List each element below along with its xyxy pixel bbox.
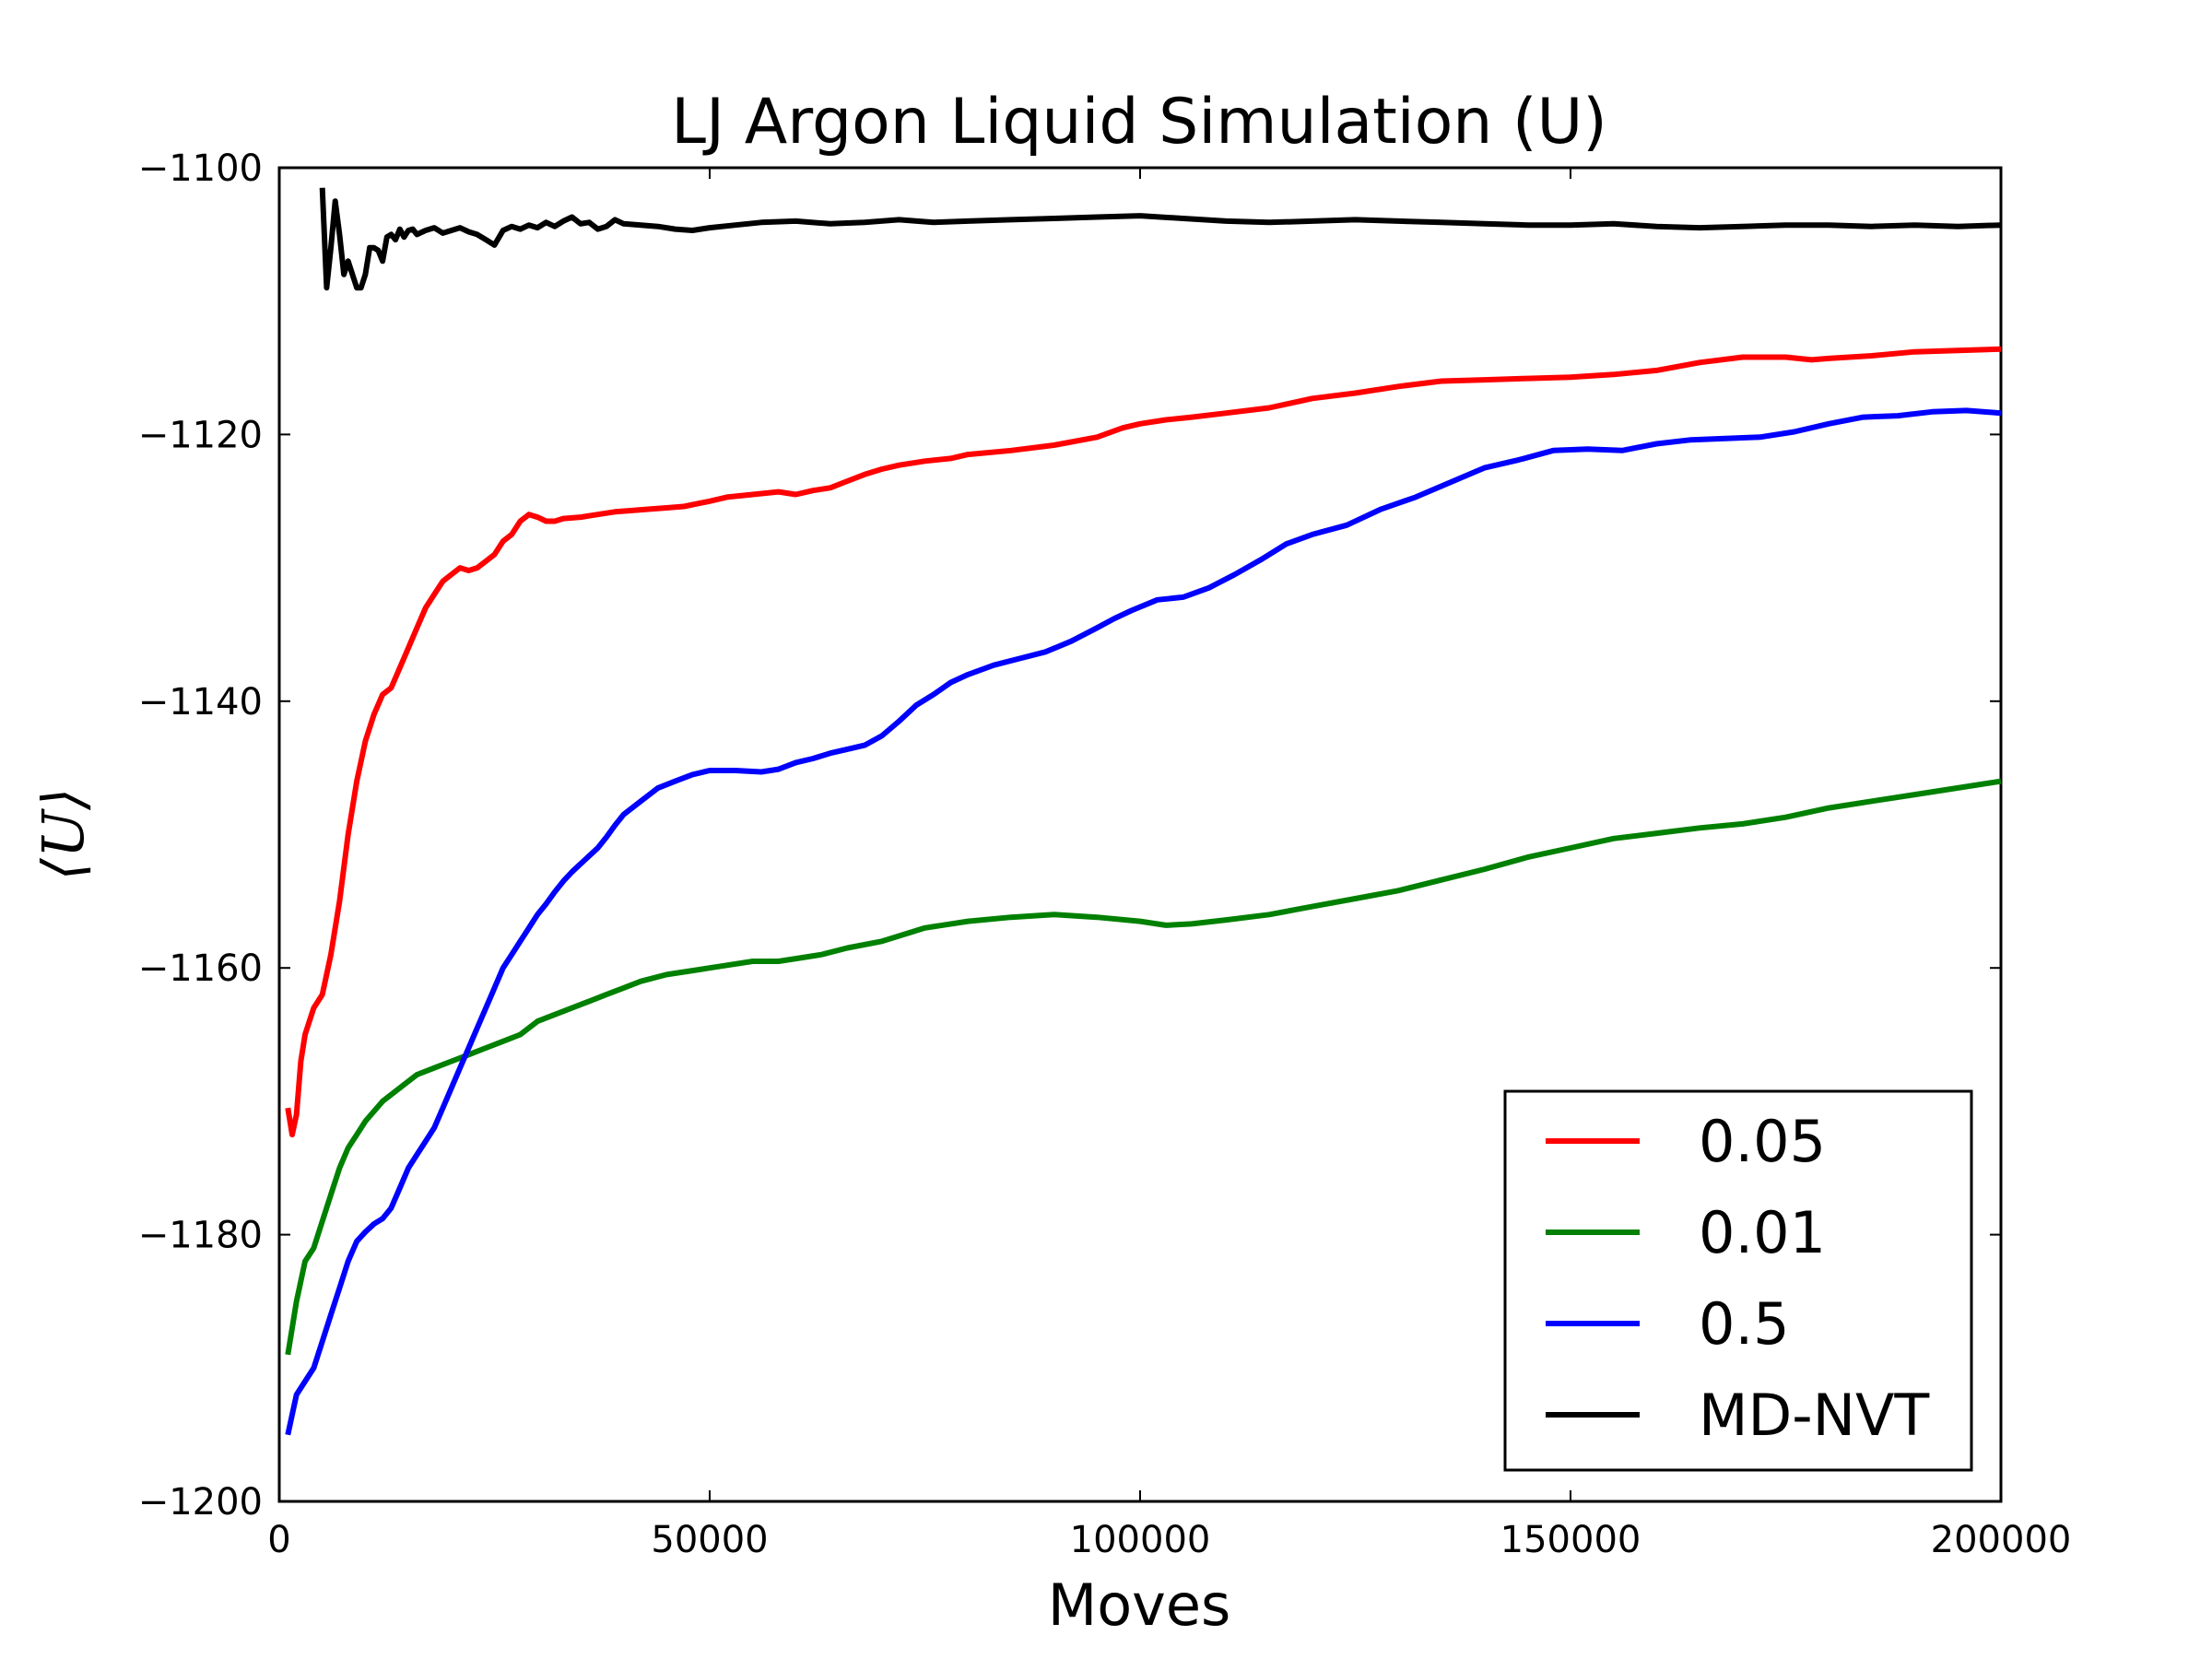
legend-label-0.5: 0.5 (1699, 1290, 1790, 1358)
series-line-md-nvt (319, 187, 2002, 291)
chart-title: LJ Argon Liquid Simulation (U) (671, 86, 1607, 159)
legend-label-0.01: 0.01 (1699, 1199, 1826, 1266)
x-tick-label: 200000 (1931, 1519, 2072, 1561)
x-tick-label: 50000 (651, 1519, 768, 1561)
series-line-0.05 (285, 346, 2002, 1138)
x-tick-label: 100000 (1070, 1519, 1211, 1561)
axis-tick-labels: 0 50000 100000 150000 200000 −1200 −1180 −1160 −… (138, 147, 2072, 1561)
y-tick-label: −1120 (138, 414, 263, 456)
series-line-0.01 (285, 778, 2002, 1356)
legend-label-0.05: 0.05 (1699, 1108, 1826, 1175)
y-axis-label: ⟨U⟩ (29, 788, 97, 881)
x-tick-label: 150000 (1500, 1519, 1641, 1561)
y-tick-label: −1140 (138, 681, 263, 724)
y-tick-label: −1160 (138, 947, 263, 990)
series-layer (285, 187, 2002, 1436)
axis-ticks (278, 167, 2002, 1502)
series-line-0.5 (285, 407, 2002, 1436)
legend-box (1503, 1089, 1973, 1472)
y-tick-label: −1180 (138, 1215, 263, 1257)
y-tick-label: −1200 (138, 1481, 263, 1524)
y-tick-label: −1100 (138, 147, 263, 190)
legend: 0.05 0.01 0.5 MD-NVT (1503, 1089, 1973, 1472)
x-tick-label: 0 (267, 1519, 290, 1561)
legend-label-md-nvt: MD-NVT (1699, 1382, 1930, 1449)
x-axis-label: Moves (1048, 1571, 1231, 1639)
